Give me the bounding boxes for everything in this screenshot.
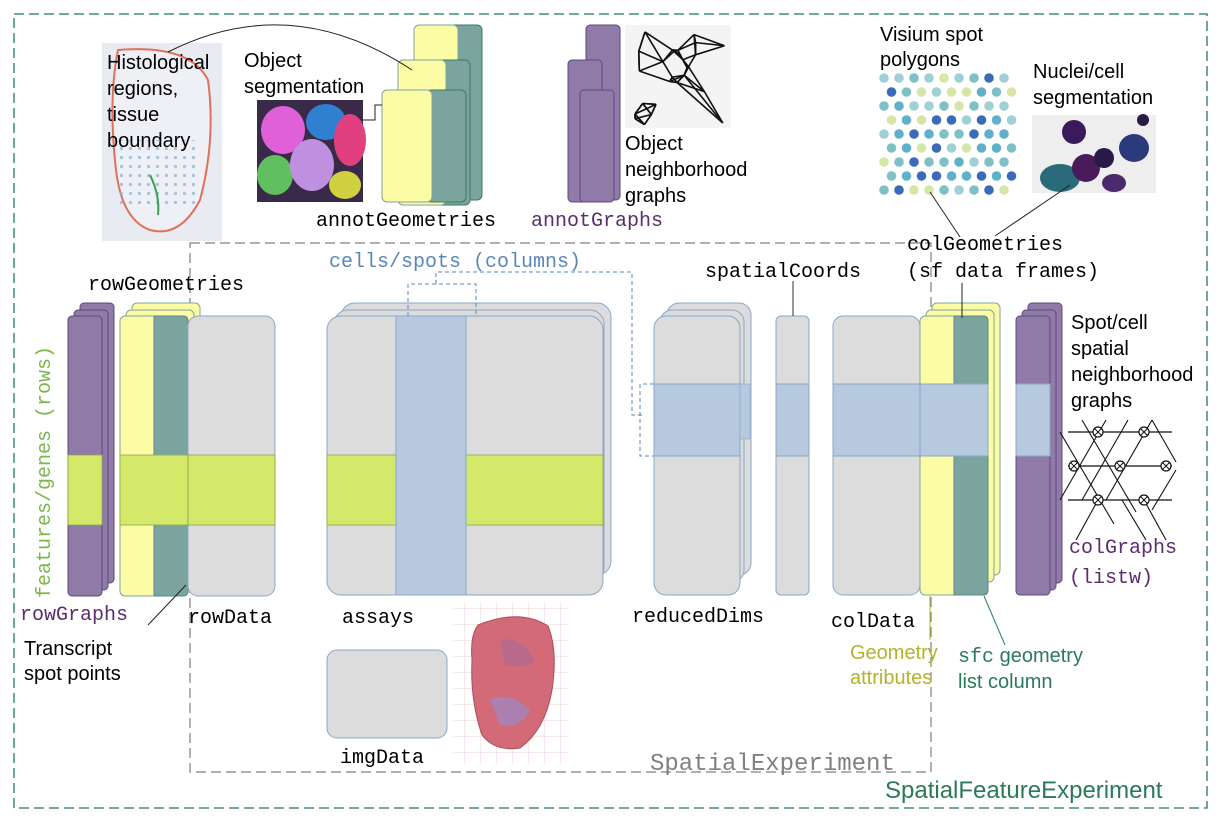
object-seg-label-2: segmentation [244,76,364,98]
col-geometries-sub: (sf data frames) [907,261,1099,284]
reduceddims-bracket [640,384,654,456]
sfc-sub: list column [958,671,1052,693]
spot-graph-label-2: spatial [1071,338,1129,360]
col-graphs-sub: (listw) [1069,567,1153,590]
geometry-attributes-label: Geometry [850,642,938,664]
object-graph-label-1: Object [625,133,683,155]
col-geometries-stack [920,303,1000,595]
histological-label-2: regions, [107,78,178,100]
spot-graph-image [1060,420,1176,540]
visium-polygons-image [879,73,1016,195]
sfc-label: sfc geometry [958,645,1083,669]
nuclei-segmentation-image [1032,114,1156,193]
outer-title: SpatialFeatureExperiment [885,777,1163,804]
row-data-label: rowData [188,607,272,630]
visium-label-2: polygons [880,49,960,71]
nuclei-label-1: Nuclei/cell [1033,61,1124,83]
col-geometries-label: colGeometries [907,234,1063,257]
object-graph-label-3: graphs [625,185,686,207]
spot-graph-label-3: neighborhood [1071,364,1193,386]
histological-label-3: tissue [107,104,159,126]
annot-geometries-label: annotGeometries [316,210,496,233]
transcript-label: Transcript [24,638,113,660]
row-graphs-stack [68,303,114,596]
annot-graphs-label: annotGraphs [531,210,663,233]
object-segmentation-image [257,100,366,202]
annot-geometries-stack [382,25,482,205]
assays-label: assays [342,607,414,630]
sfc-leader [984,596,1005,645]
spatial-coords-label: spatialCoords [705,261,861,284]
inner-title: SpatialExperiment [650,751,895,778]
reduced-dims-stack [654,303,751,595]
visium-label-1: Visium spot [880,24,983,46]
col-data-label: colData [831,611,915,634]
col-graphs-stack [1016,303,1062,595]
nuclei-label-2: segmentation [1033,87,1153,109]
histological-label-1: Histological [107,52,209,74]
row-geometries-label: rowGeometries [88,274,244,297]
annot-seg-line [363,105,382,120]
spot-graph-label-4: graphs [1071,390,1132,412]
geometry-attributes-sub: attributes [850,667,932,689]
spot-graph-label-1: Spot/cell [1071,312,1148,334]
visium-leader [930,192,960,237]
reduced-dims-label: reducedDims [632,606,764,629]
features-genes-label: features/genes (rows) [34,346,57,598]
object-seg-label-1: Object [244,50,302,72]
img-data-box [327,650,447,738]
cells-spots-label: cells/spots (columns) [329,251,581,274]
annot-graphs-stack [568,25,620,202]
col-graphs-label: colGraphs [1069,537,1177,560]
object-graph-image [625,25,731,128]
assays-stack [327,303,611,595]
tissue-image [453,602,569,764]
img-data-label: imgData [340,747,424,770]
object-graph-label-2: neighborhood [625,159,747,181]
row-graphs-label: rowGraphs [20,604,128,627]
transcript-sub: spot points [24,663,121,685]
histological-label-4: boundary [107,130,190,152]
